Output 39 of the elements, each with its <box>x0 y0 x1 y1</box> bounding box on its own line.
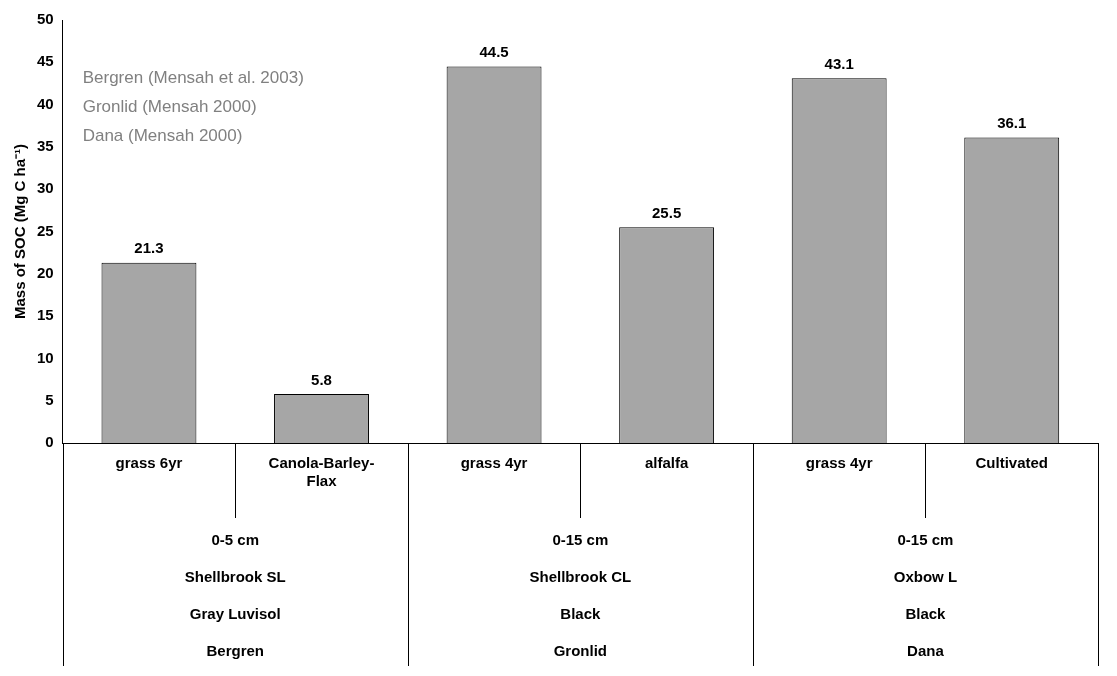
data-label: 21.3 <box>134 239 164 257</box>
text: 0-5 cm <box>211 531 259 549</box>
y-tick-label: 40 <box>37 94 54 112</box>
data-label: 43.1 <box>824 55 854 73</box>
annotation: Dana (Mensah 2000) <box>82 125 243 145</box>
y-tick-label: 30 <box>37 179 54 197</box>
text: Black <box>560 605 602 623</box>
x-tick-label: grass 4yr <box>805 454 873 472</box>
x-tick-label: grass 6yr <box>115 454 183 472</box>
y-tick-label: 10 <box>37 348 54 366</box>
data-label: 36.1 <box>997 114 1027 132</box>
annotation: Bergren (Mensah et al. 2003) <box>82 67 304 87</box>
annotation: Gronlid (Mensah 2000) <box>82 96 257 116</box>
text: 0-15 cm <box>552 531 609 549</box>
y-tick-label: 15 <box>37 306 54 324</box>
y-tick-label: 50 <box>37 10 54 28</box>
data-label: 44.5 <box>479 43 509 61</box>
y-tick-label: 0 <box>45 433 54 451</box>
text: Dana <box>907 642 945 660</box>
text: Gray Luvisol <box>189 605 281 623</box>
data-label: 25.5 <box>652 203 682 221</box>
x-tick-label: Canola-Barley-Flax <box>268 454 375 490</box>
y-tick-label: 45 <box>37 52 54 70</box>
text: Shellbrook SL <box>184 568 286 586</box>
text: Oxbow L <box>893 568 958 586</box>
y-axis-title: Mass of SOC (Mg C ha⁻¹) <box>11 143 29 320</box>
x-tick-label: Cultivated <box>975 454 1048 472</box>
text: 0-15 cm <box>897 531 954 549</box>
y-tick-label: 20 <box>37 263 54 281</box>
text: Shellbrook CL <box>529 568 632 586</box>
x-tick-label: alfalfa <box>644 454 689 472</box>
y-tick-label: 25 <box>37 221 54 239</box>
text: Gronlid <box>553 642 608 660</box>
y-tick-label: 5 <box>45 390 54 408</box>
text: Black <box>905 605 947 623</box>
y-tick-label: 35 <box>37 137 54 155</box>
text: Bergren <box>206 642 264 660</box>
x-tick-label: grass 4yr <box>460 454 528 472</box>
data-label: 5.8 <box>311 370 332 388</box>
